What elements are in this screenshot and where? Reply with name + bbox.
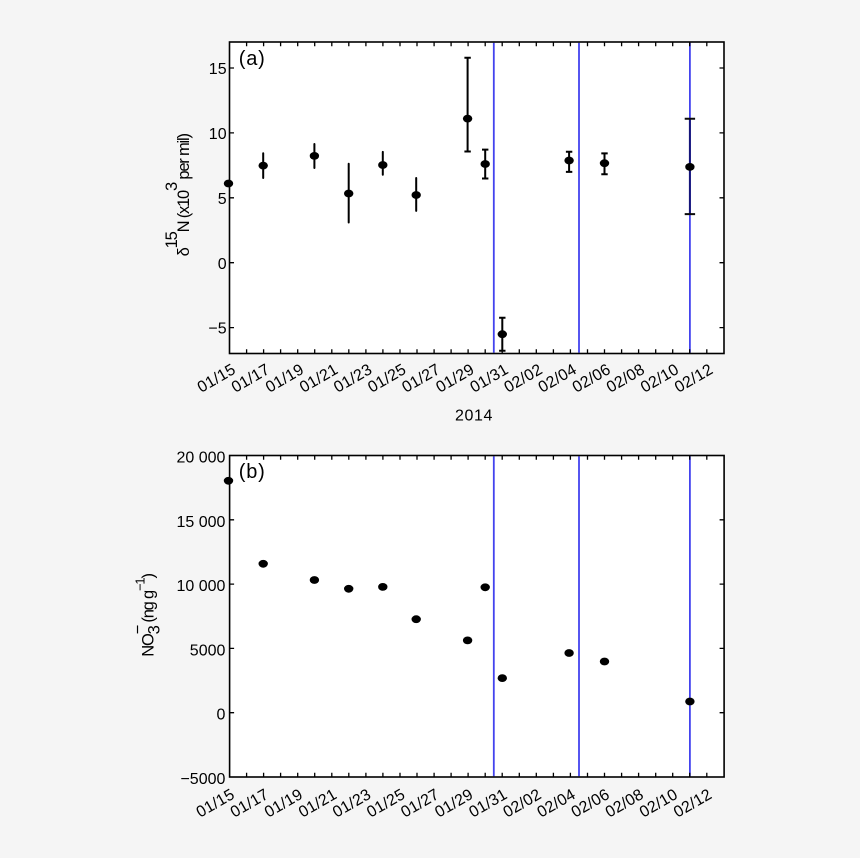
svg-text:(b): (b) bbox=[239, 461, 266, 483]
svg-text:15: 15 bbox=[209, 61, 227, 78]
svg-text:−5: −5 bbox=[208, 321, 226, 338]
svg-text:5: 5 bbox=[218, 191, 227, 208]
svg-text:2014: 2014 bbox=[455, 408, 493, 425]
svg-text:10: 10 bbox=[209, 126, 227, 143]
svg-text:20 000: 20 000 bbox=[176, 450, 225, 467]
svg-text:−5000: −5000 bbox=[180, 771, 225, 788]
svg-text:15 000: 15 000 bbox=[176, 514, 225, 531]
svg-text:(a): (a) bbox=[239, 48, 266, 70]
svg-text:0: 0 bbox=[216, 707, 225, 724]
svg-text:10 000: 10 000 bbox=[176, 578, 225, 595]
svg-text:5000: 5000 bbox=[190, 642, 226, 659]
svg-text:0: 0 bbox=[218, 256, 227, 273]
